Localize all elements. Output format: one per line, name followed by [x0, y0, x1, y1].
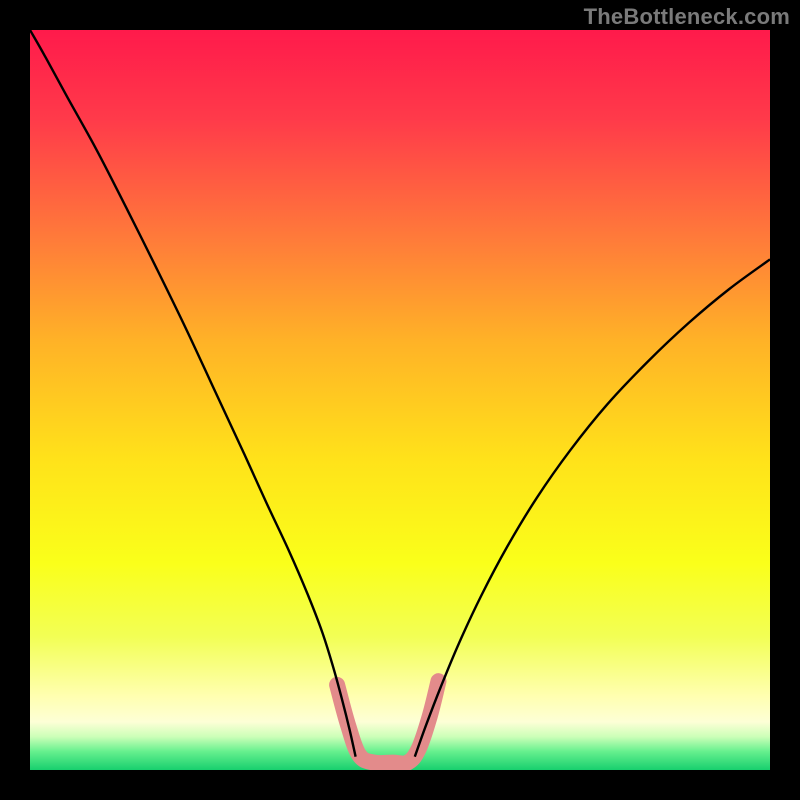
bottleneck-chart — [0, 0, 800, 800]
watermark-text: TheBottleneck.com — [584, 4, 790, 30]
chart-stage: TheBottleneck.com — [0, 0, 800, 800]
gradient-background — [30, 30, 770, 770]
